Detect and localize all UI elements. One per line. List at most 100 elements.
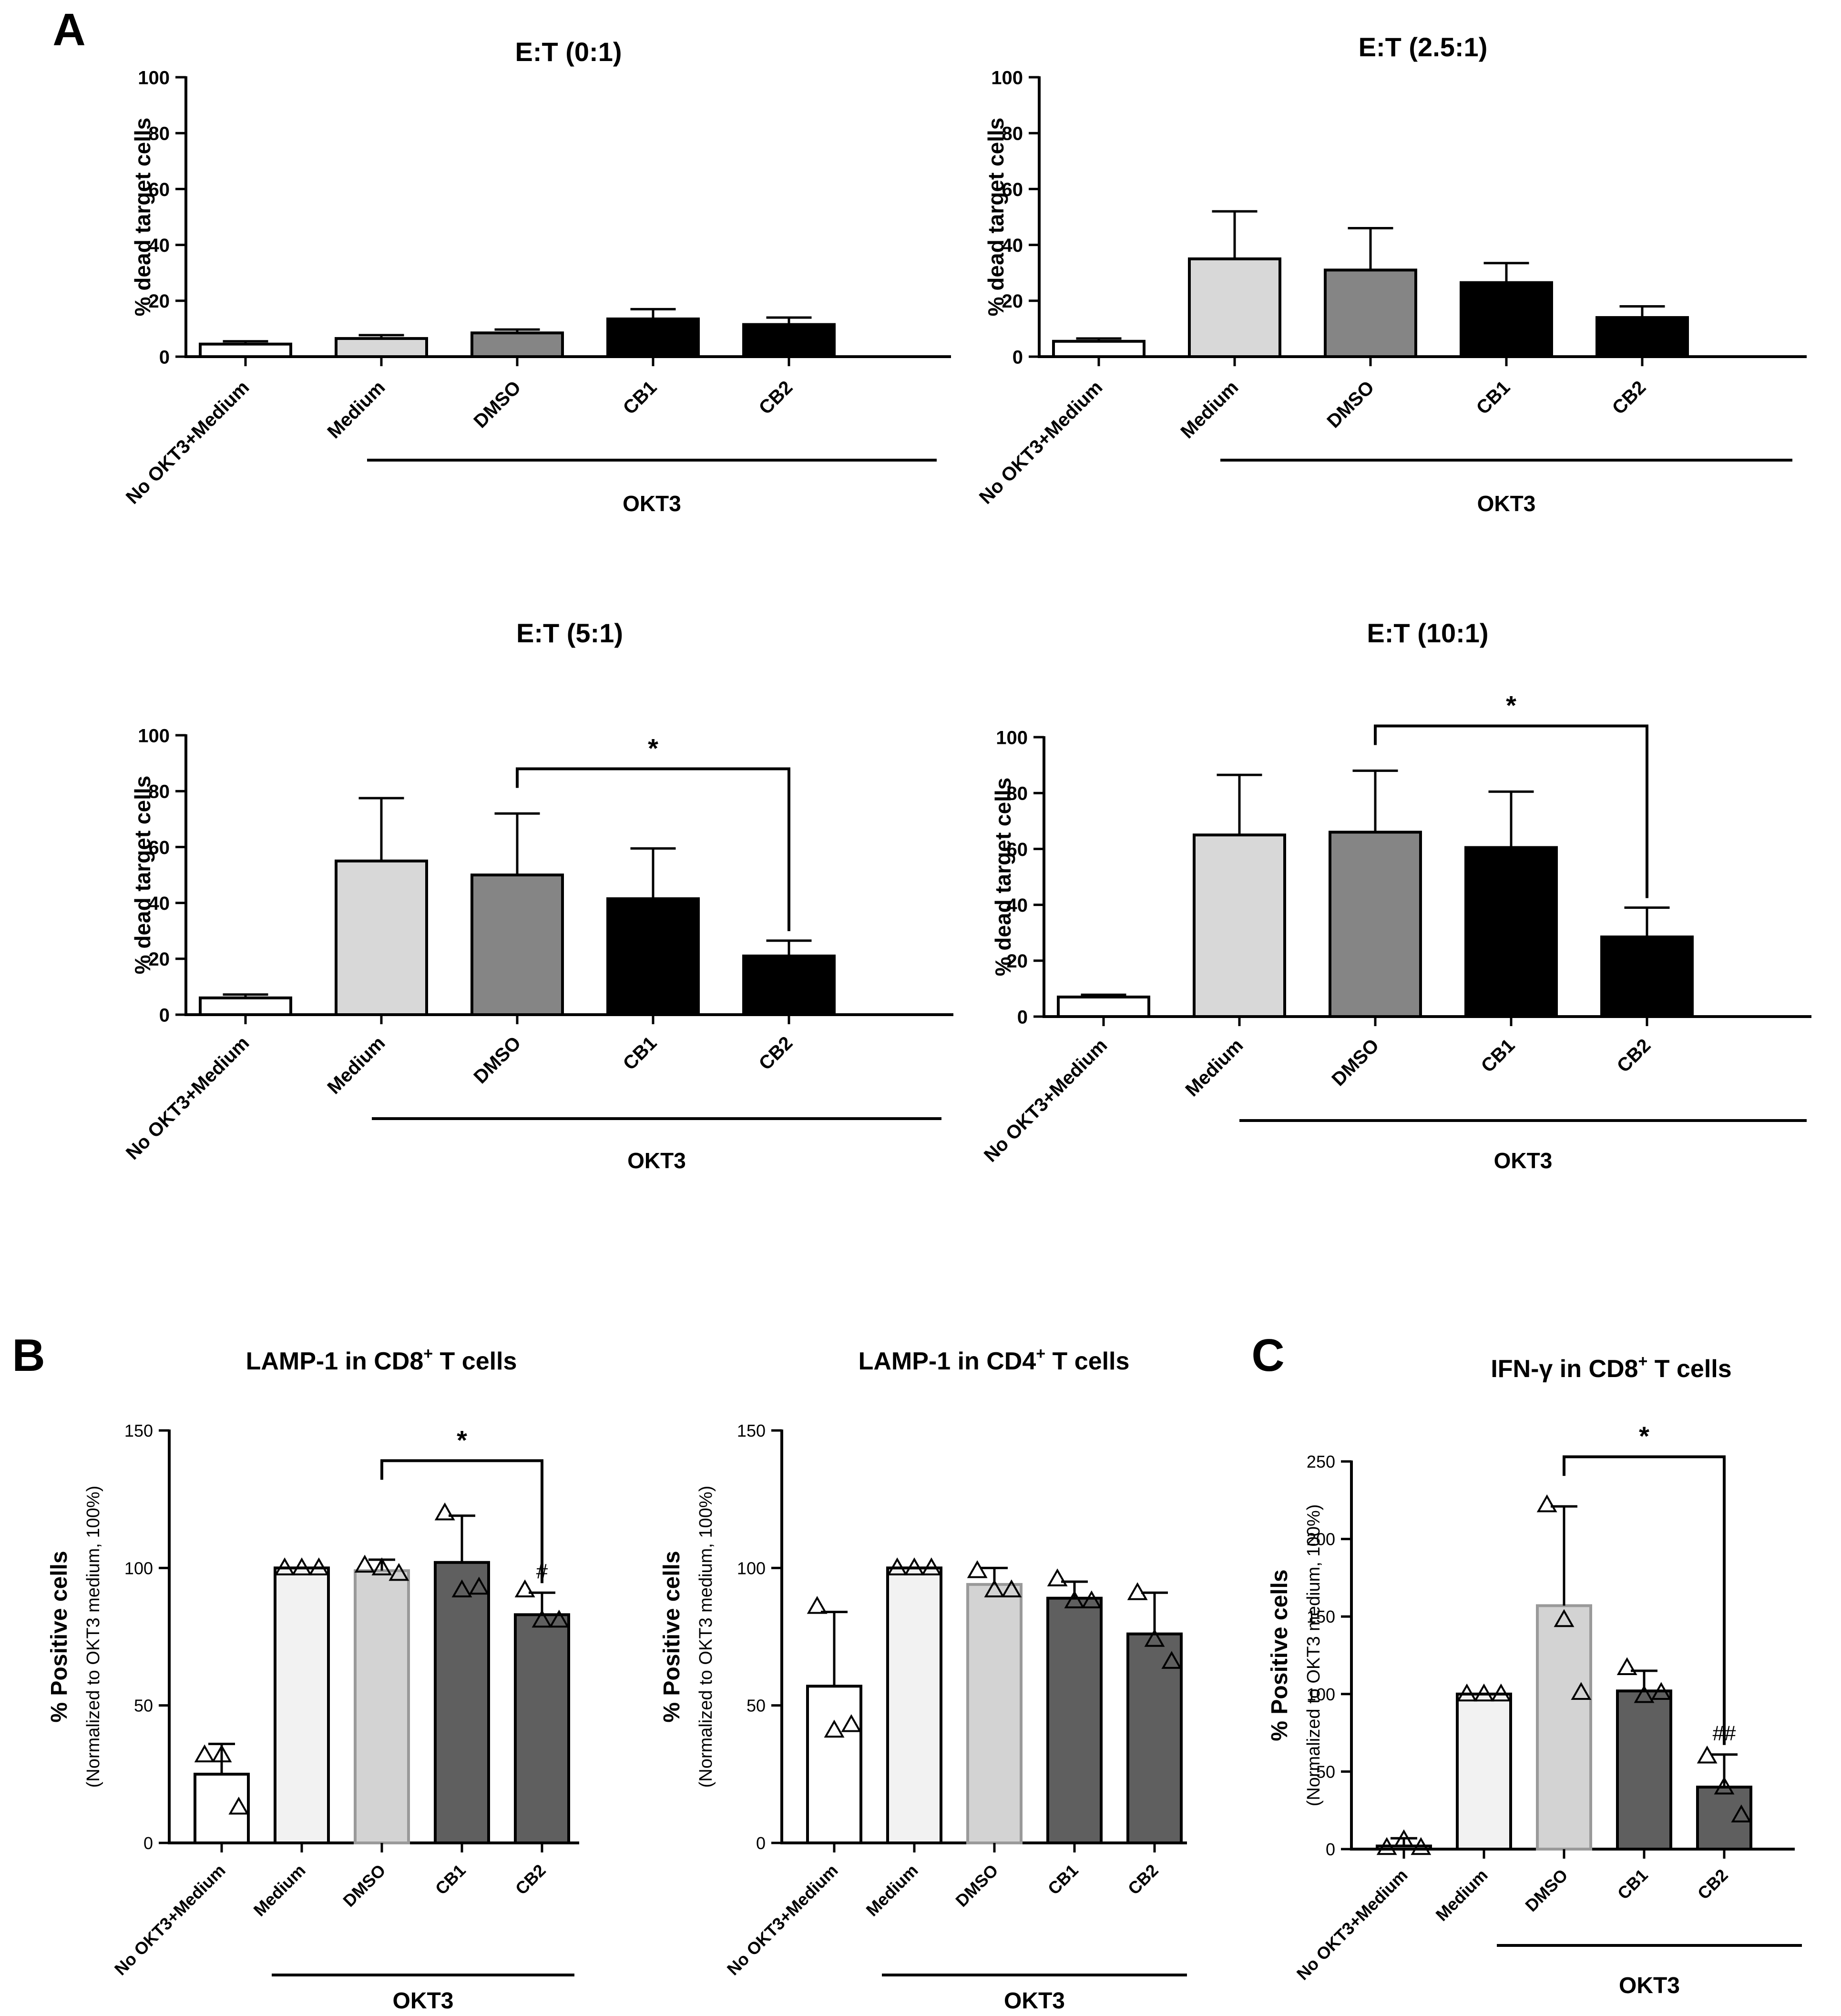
group-label: OKT3	[623, 491, 681, 516]
y-axis-label: % Positive cells	[659, 1551, 685, 1722]
bar-cb1	[1464, 846, 1558, 1018]
bar-dmso	[1536, 1604, 1592, 1851]
bar-dmso	[354, 1569, 410, 1845]
y-axis-label: % Positive cells	[1267, 1569, 1292, 1741]
x-tick-label: No OKT3+Medium	[975, 377, 1106, 508]
x-tick-label: DMSO	[951, 1861, 1002, 1911]
y-tick-label: 40	[149, 893, 170, 914]
bar-cb1	[606, 317, 700, 359]
data-point	[308, 1557, 329, 1575]
x-tick-label: Medium	[1181, 1035, 1247, 1101]
y-tick-label: 0	[1017, 1007, 1028, 1028]
bar-no-okt3-medium	[806, 1685, 862, 1845]
y-axis-label: % dead target cells	[130, 776, 155, 975]
x-tick-label: Medium	[1432, 1865, 1491, 1925]
data-point	[434, 1502, 455, 1521]
chart-title-superscript: +	[423, 1345, 433, 1363]
data-point	[1047, 1568, 1068, 1586]
panel-letter-c: C	[1251, 1330, 1284, 1381]
bar-cb2	[1126, 1632, 1183, 1845]
x-tick-label: DMSO	[339, 1861, 389, 1911]
chart-title-superscript: +	[1638, 1352, 1647, 1370]
bar-no-okt3-medium	[199, 342, 292, 359]
panel-letter-b: B	[12, 1330, 45, 1381]
data-point	[354, 1554, 375, 1573]
data-point	[1571, 1682, 1592, 1700]
significance-bracket	[380, 1459, 543, 1584]
chart-title: E:T (10:1)	[1367, 618, 1488, 648]
x-tick-label: Medium	[323, 377, 389, 442]
data-point	[514, 1579, 535, 1597]
y-tick-label: 20	[149, 949, 170, 970]
chart-a4: E:T (10:1) % dead target cells 0 20 40 60 80 10…	[980, 618, 1811, 1173]
data-point	[1714, 1776, 1735, 1795]
x-tick-label: CB1	[1614, 1865, 1652, 1903]
data-point	[1697, 1745, 1718, 1764]
bar-no-okt3-medium	[1052, 339, 1146, 359]
x-tick-label: CB2	[1613, 1035, 1655, 1077]
y-tick-label: 100	[737, 1558, 766, 1578]
data-point	[194, 1744, 215, 1762]
data-point	[532, 1609, 552, 1628]
y-axis-sublabel: (Normalized to OKT3 medium, 100%)	[1304, 1504, 1324, 1807]
chart-title: LAMP-1 in CD4+ T cells	[859, 1345, 1130, 1375]
y-tick-label: 80	[1002, 123, 1023, 144]
y-axis-label: % dead target cells	[983, 118, 1008, 317]
y-tick-label: 60	[149, 837, 170, 858]
significance-bracket	[1563, 1455, 1726, 1745]
bar-medium	[335, 337, 428, 358]
y-tick-label: 80	[1007, 783, 1028, 804]
x-tick-label: Medium	[1176, 377, 1242, 442]
y-tick-label: 0	[756, 1833, 766, 1853]
y-tick-label: 50	[134, 1696, 153, 1716]
y-tick-label: 60	[1007, 839, 1028, 860]
y-tick-label: 80	[149, 782, 170, 802]
data-point	[291, 1557, 312, 1575]
data-point	[1616, 1657, 1637, 1676]
chart-a3: E:T (5:1) % dead target cells 0 20 40 60 80 100…	[122, 618, 953, 1173]
chart-title-main: LAMP-1 in CD8	[246, 1347, 424, 1375]
x-tick-label: Medium	[862, 1861, 921, 1920]
bar-dmso	[470, 874, 564, 1016]
data-point	[887, 1557, 908, 1575]
group-label: OKT3	[1619, 1973, 1680, 1998]
y-tick-label: 100	[991, 67, 1023, 88]
y-tick-label: 150	[124, 1421, 153, 1440]
bar-cb2	[1600, 935, 1694, 1018]
significance-bracket	[516, 767, 790, 931]
chart-title: IFN-γ in CD8+ T cells	[1491, 1352, 1731, 1383]
x-tick-label: DMSO	[1323, 377, 1378, 432]
bar-cb1	[434, 1561, 490, 1845]
bar-medium	[335, 859, 428, 1016]
bar-medium	[1188, 257, 1281, 359]
y-tick-label: 250	[1307, 1452, 1335, 1471]
bar-no-okt3-medium	[194, 1772, 250, 1844]
x-tick-label: CB1	[1477, 1035, 1519, 1077]
bar-medium	[886, 1566, 942, 1844]
data-point	[1456, 1683, 1477, 1702]
bar-no-okt3-medium	[199, 996, 292, 1017]
significance-star: *	[457, 1425, 467, 1455]
y-tick-label: 50	[1316, 1762, 1335, 1781]
x-tick-label: CB2	[511, 1861, 550, 1899]
data-point	[451, 1579, 472, 1597]
x-tick-label: CB1	[619, 377, 661, 419]
group-label: OKT3	[1494, 1148, 1553, 1173]
x-tick-label: CB1	[1473, 377, 1514, 419]
data-point	[1001, 1579, 1022, 1597]
y-tick-label: 60	[1002, 179, 1023, 200]
bar-cb1	[1046, 1596, 1103, 1844]
y-tick-label: 50	[747, 1696, 766, 1716]
chart-title-suffix: T cells	[433, 1347, 517, 1375]
bar-dmso	[1329, 831, 1422, 1018]
y-tick-label: 0	[159, 1005, 170, 1026]
bar-dmso	[1324, 268, 1417, 359]
x-tick-label: DMSO	[1521, 1865, 1571, 1915]
y-tick-label: 100	[138, 725, 170, 746]
y-tick-label: 100	[124, 1558, 153, 1578]
significance-star: *	[648, 733, 658, 763]
y-tick-label: 0	[1326, 1840, 1335, 1859]
data-point	[549, 1609, 570, 1628]
bar-medium	[1456, 1692, 1512, 1851]
